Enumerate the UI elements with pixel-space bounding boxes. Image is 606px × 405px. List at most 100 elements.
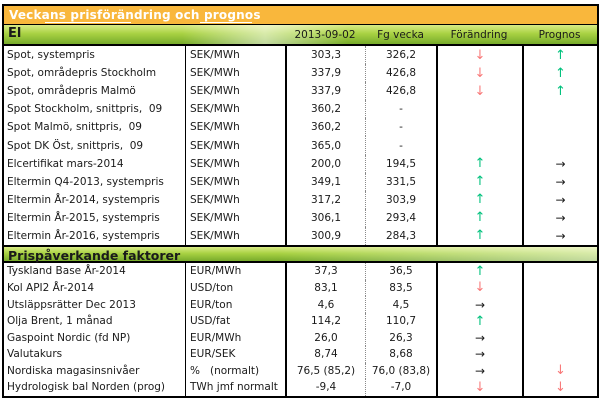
right-arrow-icon: → bbox=[474, 330, 486, 345]
row-unit: SEK/MWh bbox=[185, 118, 285, 137]
column-header-prev-week: Fg vecka bbox=[377, 29, 424, 41]
down-arrow-icon: ↓ bbox=[474, 65, 486, 81]
down-arrow-icon: ↓ bbox=[474, 83, 486, 99]
table-row: Nordiska magasinsnivåer % (normalt) 76,5 (… bbox=[4, 362, 597, 380]
forecast-cell: → bbox=[522, 172, 597, 191]
value-current: 303,3 bbox=[285, 46, 365, 65]
row-label: Eltermin År-2014, systempris bbox=[7, 193, 160, 206]
forecast-cell: ↓ bbox=[522, 362, 597, 380]
row-unit: EUR/MWh bbox=[185, 329, 285, 346]
row-unit: SEK/MWh bbox=[185, 154, 285, 173]
section-rows-faktorer: Tyskland Base År-2014 EUR/MWh 37,3 36,5 ↑ Kol… bbox=[4, 263, 597, 396]
forecast-cell bbox=[522, 279, 597, 297]
change-cell: ↓ bbox=[436, 64, 522, 83]
value-current: 337,9 bbox=[285, 82, 365, 101]
column-header-date: 2013-09-02 bbox=[294, 29, 356, 41]
row-label: Tyskland Base År-2014 bbox=[7, 265, 126, 278]
table-row: Spot, områdepris Stockholm SEK/MWh 337,9 42… bbox=[4, 64, 597, 83]
value-previous: 36,5 bbox=[365, 263, 436, 280]
value-previous: 326,2 bbox=[365, 46, 436, 65]
forecast-cell: → bbox=[522, 190, 597, 209]
forecast-cell: ↑ bbox=[522, 46, 597, 65]
change-cell bbox=[436, 100, 522, 119]
row-unit: SEK/MWh bbox=[185, 172, 285, 191]
forecast-cell: → bbox=[522, 208, 597, 227]
forecast-cell bbox=[522, 100, 597, 119]
row-unit: SEK/MWh bbox=[185, 208, 285, 227]
forecast-cell: ↑ bbox=[522, 82, 597, 101]
up-arrow-icon: ↑ bbox=[555, 47, 566, 63]
up-arrow-icon: ↑ bbox=[555, 65, 566, 81]
row-label: Spot, systempris bbox=[7, 49, 95, 62]
down-arrow-icon: ↓ bbox=[474, 47, 486, 63]
row-label: Eltermin Q4-2013, systempris bbox=[7, 175, 164, 188]
table-row: Valutakurs EUR/SEK 8,74 8,68 → bbox=[4, 346, 597, 363]
row-label: Elcertifikat mars-2014 bbox=[7, 157, 124, 170]
row-label: Olja Brent, 1 månad bbox=[7, 315, 113, 328]
row-label: Nordiska magasinsnivåer bbox=[7, 364, 140, 377]
value-previous: 284,3 bbox=[365, 226, 436, 246]
right-arrow-icon: → bbox=[555, 174, 566, 189]
change-cell: ↑ bbox=[436, 208, 522, 227]
row-unit: USD/ton bbox=[185, 279, 285, 297]
table-row: Eltermin År-2014, systempris SEK/MWh 317,2… bbox=[4, 190, 597, 209]
value-previous: 426,8 bbox=[365, 64, 436, 83]
report-title: Veckans prisförändring och prognos bbox=[9, 8, 261, 22]
change-cell: ↓ bbox=[436, 46, 522, 65]
table-row: Utsläppsrätter Dec 2013 EUR/ton 4,6 4,5 → bbox=[4, 296, 597, 313]
table-row: Spot Stockholm, snittpris, 09 SEK/MWh 360,… bbox=[4, 100, 597, 119]
row-unit: EUR/ton bbox=[185, 296, 285, 313]
row-label: Spot, områdepris Stockholm bbox=[7, 67, 157, 80]
right-arrow-icon: → bbox=[555, 228, 566, 243]
value-previous: 331,5 bbox=[365, 172, 436, 191]
forecast-cell bbox=[522, 296, 597, 313]
table-row: Olja Brent, 1 månad USD/fat 114,2 110,7 ↑ bbox=[4, 312, 597, 330]
row-label: Valutakurs bbox=[7, 348, 63, 361]
up-arrow-icon: ↑ bbox=[555, 83, 566, 99]
value-previous: 76,0 (83,8) bbox=[365, 362, 436, 380]
forecast-cell bbox=[522, 136, 597, 155]
value-previous: 4,5 bbox=[365, 296, 436, 313]
row-label: Gaspoint Nordic (fd NP) bbox=[7, 331, 131, 344]
row-unit: SEK/MWh bbox=[185, 100, 285, 119]
row-unit: SEK/MWh bbox=[185, 226, 285, 246]
table-row: Elcertifikat mars-2014 SEK/MWh 200,0 194,5 ↑… bbox=[4, 154, 597, 173]
value-current: 306,1 bbox=[285, 208, 365, 227]
value-current: 365,0 bbox=[285, 136, 365, 155]
value-current: 26,0 bbox=[285, 329, 365, 346]
change-cell: ↑ bbox=[436, 226, 522, 246]
section-label-el: El bbox=[8, 26, 22, 41]
change-cell bbox=[436, 136, 522, 155]
value-previous: 26,3 bbox=[365, 329, 436, 346]
value-current: 317,2 bbox=[285, 190, 365, 209]
change-cell: → bbox=[436, 362, 522, 380]
section-header-faktorer: Prispåverkande faktorer bbox=[4, 245, 597, 264]
up-arrow-icon: ↑ bbox=[474, 263, 486, 279]
value-current: 76,5 (85,2) bbox=[285, 362, 365, 380]
value-current: 337,9 bbox=[285, 64, 365, 83]
right-arrow-icon: → bbox=[555, 210, 566, 225]
row-label: Hydrologisk bal Norden (prog) bbox=[7, 381, 166, 394]
value-previous: 83,5 bbox=[365, 279, 436, 297]
forecast-cell bbox=[522, 118, 597, 137]
report-title-bar: Veckans prisförändring och prognos bbox=[4, 6, 597, 25]
forecast-cell: → bbox=[522, 226, 597, 246]
row-label: Eltermin År-2015, systempris bbox=[7, 211, 160, 224]
forecast-cell bbox=[522, 312, 597, 330]
right-arrow-icon: → bbox=[474, 363, 486, 378]
up-arrow-icon: ↑ bbox=[474, 210, 486, 226]
forecast-cell bbox=[522, 346, 597, 363]
row-label: Spot Malmö, snittpris, 09 bbox=[7, 121, 142, 134]
value-current: 349,1 bbox=[285, 172, 365, 191]
right-arrow-icon: → bbox=[555, 192, 566, 207]
change-cell: ↑ bbox=[436, 172, 522, 191]
change-cell: ↑ bbox=[436, 154, 522, 173]
value-current: 4,6 bbox=[285, 296, 365, 313]
up-arrow-icon: ↑ bbox=[474, 192, 486, 208]
change-cell: ↓ bbox=[436, 379, 522, 396]
table-row: Hydrologisk bal Norden (prog) TWh jmf nor… bbox=[4, 379, 597, 396]
row-unit: SEK/MWh bbox=[185, 46, 285, 65]
section-header-el: El 2013-09-02 Fg vecka Förändring Progno… bbox=[4, 25, 597, 46]
right-arrow-icon: → bbox=[555, 156, 566, 171]
row-unit: EUR/MWh bbox=[185, 263, 285, 280]
